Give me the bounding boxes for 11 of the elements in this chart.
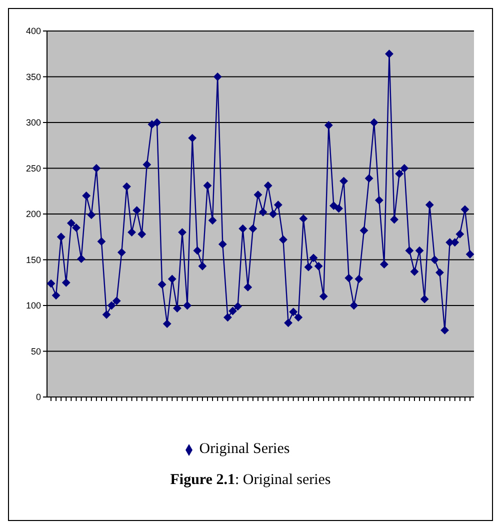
y-tick-label: 350: [26, 72, 41, 82]
y-tick-label: 150: [26, 254, 41, 265]
legend-label: Original Series: [199, 441, 290, 457]
y-tick-label: 300: [26, 118, 41, 128]
y-tick-label: 0: [36, 392, 41, 402]
y-tick-label: 200: [26, 209, 41, 220]
y-tick-label: 100: [26, 300, 41, 311]
y-tick-label: 50: [30, 346, 41, 356]
y-tick-label: 400: [26, 26, 41, 36]
caption: Figure 2.1: Original series: [169, 472, 332, 489]
y-tick-label: 250: [26, 163, 41, 174]
